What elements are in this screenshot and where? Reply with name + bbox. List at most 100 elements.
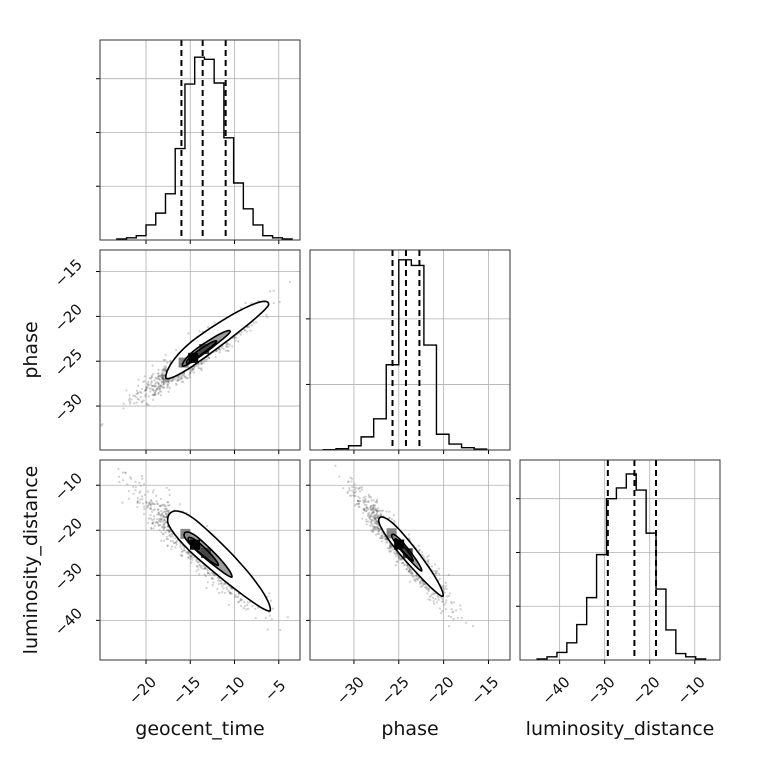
scatter-point (165, 379, 168, 382)
scatter-point (388, 543, 392, 547)
scatter-point (163, 367, 166, 370)
scatter-point (225, 586, 228, 589)
scatter-point (174, 546, 177, 549)
scatter-point (239, 333, 242, 336)
scatter-point (376, 510, 379, 513)
scatter-point (161, 526, 164, 529)
scatter-point (188, 554, 191, 557)
scatter-point (380, 513, 383, 516)
scatter-point (425, 585, 428, 588)
scatter-point (372, 529, 375, 533)
scatter-point (183, 549, 186, 552)
scatter-point (419, 582, 422, 585)
scatter-point (197, 568, 200, 571)
scatter-point (187, 552, 190, 555)
scatter-point (347, 480, 350, 483)
scatter-point (154, 391, 157, 394)
axes-frame (99, 459, 301, 661)
scatter-point (150, 527, 153, 530)
scatter-point (434, 563, 437, 566)
scatter-point (414, 580, 417, 583)
scatter-point (146, 521, 149, 524)
scatter-point (452, 610, 455, 613)
scatter-point (135, 401, 138, 404)
scatter-point (203, 567, 207, 570)
scatter-point (181, 373, 184, 376)
x-tick-label: −30 (584, 673, 619, 708)
scatter-point (197, 367, 200, 370)
density-bin (394, 539, 405, 550)
scatter-point (162, 515, 166, 518)
scatter-point (157, 524, 160, 527)
scatter-point (158, 529, 161, 532)
density-bin (190, 539, 200, 550)
scatter-point (433, 602, 436, 605)
scatter-point (162, 358, 165, 362)
scatter-point (142, 483, 146, 486)
scatter-point (128, 394, 131, 397)
scatter-point (157, 511, 160, 514)
scatter-point (371, 528, 374, 531)
scatter-point (373, 525, 376, 529)
scatter-point (427, 554, 430, 558)
scatter-point (135, 389, 139, 392)
scatter-point (162, 369, 165, 372)
scatter-point (206, 572, 209, 575)
scatter-point (154, 376, 157, 379)
x-axis-title: luminosity_distance (526, 718, 715, 740)
scatter-point (389, 544, 392, 548)
scatter-point (198, 573, 201, 576)
scatter-point (166, 383, 169, 386)
scatter-point (367, 500, 370, 503)
scatter-point (149, 377, 152, 380)
scatter-point (374, 507, 377, 510)
scatter-point (152, 384, 155, 388)
y-tick-label: −30 (51, 390, 86, 425)
scatter-point (150, 499, 153, 502)
scatter-point (158, 512, 161, 516)
scatter-point (183, 374, 186, 377)
scatter-point (373, 525, 376, 529)
scatter-point (372, 510, 375, 513)
scatter-point (147, 504, 150, 507)
scatter-point (245, 608, 248, 611)
scatter-point (172, 377, 175, 380)
scatter-point (445, 587, 448, 591)
scatter-point (455, 609, 458, 612)
scatter-point (375, 501, 378, 504)
scatter-point (145, 501, 148, 504)
scatter-point (220, 347, 223, 350)
scatter-point (441, 600, 444, 603)
scatter-point (158, 518, 161, 521)
scatter-point (152, 517, 156, 521)
scatter-point (152, 489, 155, 492)
scatter-point (130, 398, 133, 401)
scatter-point (192, 368, 195, 371)
y-tick-label: −10 (51, 469, 86, 504)
scatter-point (438, 607, 441, 610)
scatter-point (152, 389, 155, 392)
scatter-point (161, 375, 165, 378)
scatter-point (373, 520, 376, 524)
scatter-point (166, 544, 169, 547)
scatter-point (402, 561, 405, 564)
scatter-point (160, 518, 163, 521)
scatter-point (369, 524, 372, 527)
scatter-point (136, 398, 139, 401)
scatter-point (134, 480, 137, 483)
scatter-point (374, 518, 377, 521)
scatter-point (183, 373, 186, 376)
scatter-point (164, 512, 167, 515)
scatter-point (377, 514, 380, 518)
scatter-point (237, 340, 240, 343)
contour-line-2 (390, 533, 423, 572)
contour-line-3 (164, 300, 270, 380)
scatter-point (172, 378, 175, 381)
scatter-point (444, 581, 447, 584)
scatter-point (233, 337, 236, 340)
scatter-point (159, 384, 162, 387)
scatter-point (180, 554, 183, 558)
scatter-point (187, 556, 190, 559)
histogram-step-luminosity_distance (536, 473, 707, 660)
